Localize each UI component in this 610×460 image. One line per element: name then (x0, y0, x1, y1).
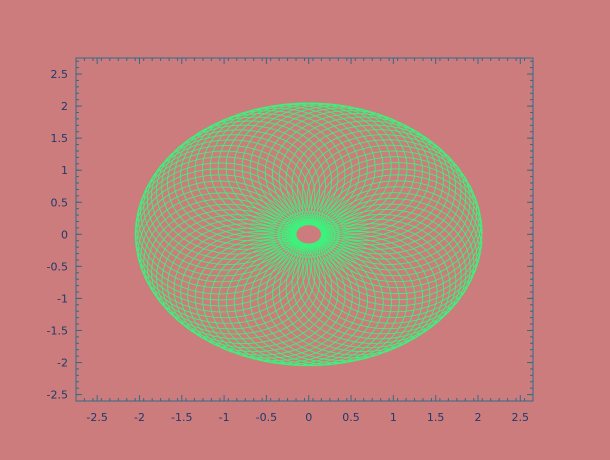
curve-group (134, 102, 483, 367)
x-tick-label: -1.5 (171, 411, 192, 424)
x-tick-label: 2 (474, 411, 481, 424)
x-axis: -2.5 -2 -1.5 -1 -0.5 0 0.5 1 1.5 2 2.5 (75, 58, 534, 424)
y-tick-label: -2 (57, 357, 68, 370)
y-tick-label: 0 (61, 228, 68, 241)
x-tick-label: -2.5 (86, 411, 107, 424)
y-tick-label: 1.5 (51, 132, 69, 145)
x-tick-label: 1.5 (427, 411, 445, 424)
x-tick-label: 0 (305, 411, 312, 424)
epicycle-curve (134, 102, 483, 367)
x-tick-label: 1 (390, 411, 397, 424)
x-tick-label: 0.5 (342, 411, 360, 424)
y-tick-label: 1 (61, 164, 68, 177)
y-tick-label: -2.5 (47, 389, 68, 402)
y-tick-label: -1 (57, 292, 68, 305)
x-tick-label: 2.5 (512, 411, 530, 424)
x-tick-label: -1 (219, 411, 230, 424)
y-axis: 2.5 2 1.5 1 0.5 0 -0.5 -1 -1.5 -2 -2.5 (47, 60, 533, 402)
y-tick-label: -0.5 (47, 260, 68, 273)
x-tick-label: -0.5 (256, 411, 277, 424)
y-tick-label: 2 (61, 100, 68, 113)
x-tick-label: -2 (134, 411, 145, 424)
y-tick-label: -1.5 (47, 324, 68, 337)
y-tick-label: 0.5 (51, 196, 69, 209)
y-tick-label: 2.5 (51, 68, 69, 81)
plot-area (76, 58, 533, 401)
